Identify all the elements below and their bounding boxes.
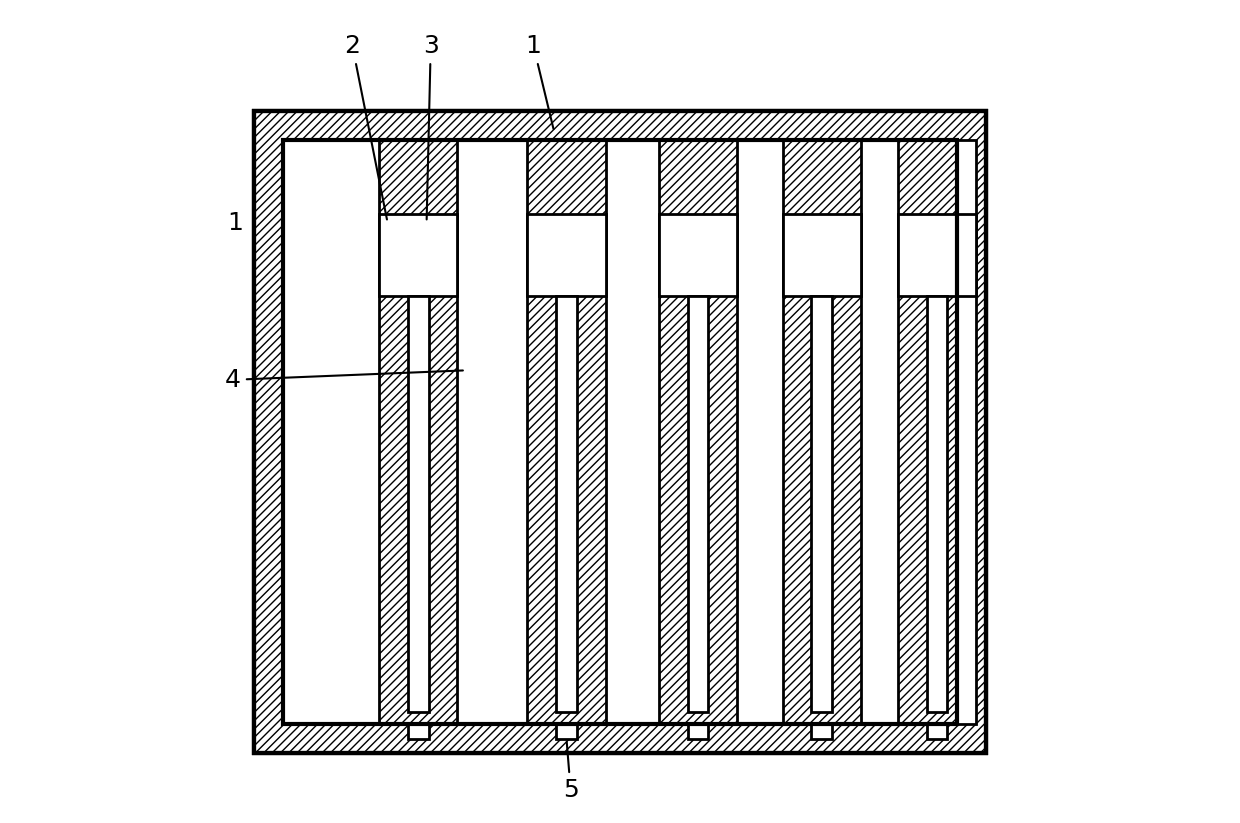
Text: 4: 4	[226, 368, 463, 392]
Text: 1: 1	[526, 35, 553, 129]
Bar	[283, 140, 957, 724]
Text: 1: 1	[227, 212, 243, 235]
Bar	[688, 296, 708, 712]
Bar	[738, 140, 782, 724]
Bar	[660, 214, 738, 296]
Bar	[283, 140, 957, 724]
Bar	[254, 140, 283, 724]
Bar	[254, 111, 986, 753]
Bar	[898, 214, 976, 296]
Bar	[283, 140, 379, 724]
Bar	[926, 724, 947, 739]
Bar	[557, 296, 577, 712]
Bar	[254, 111, 986, 753]
Bar	[408, 296, 429, 712]
Bar	[811, 724, 832, 739]
Bar	[926, 296, 947, 712]
Bar	[527, 214, 605, 296]
Bar	[782, 214, 861, 296]
Text: 5: 5	[563, 742, 579, 802]
Text: 3: 3	[423, 35, 439, 220]
Bar	[458, 140, 527, 724]
Bar	[811, 296, 832, 712]
Bar	[957, 140, 986, 724]
Bar	[254, 724, 986, 753]
FancyBboxPatch shape	[254, 111, 986, 753]
Bar	[379, 214, 458, 296]
Bar	[408, 724, 429, 739]
Bar	[957, 140, 976, 724]
Bar	[283, 140, 957, 724]
Bar	[861, 140, 898, 724]
Bar	[605, 140, 660, 724]
Bar	[557, 724, 577, 739]
Bar	[254, 111, 986, 140]
Bar	[688, 724, 708, 739]
Text: 2: 2	[345, 35, 387, 220]
